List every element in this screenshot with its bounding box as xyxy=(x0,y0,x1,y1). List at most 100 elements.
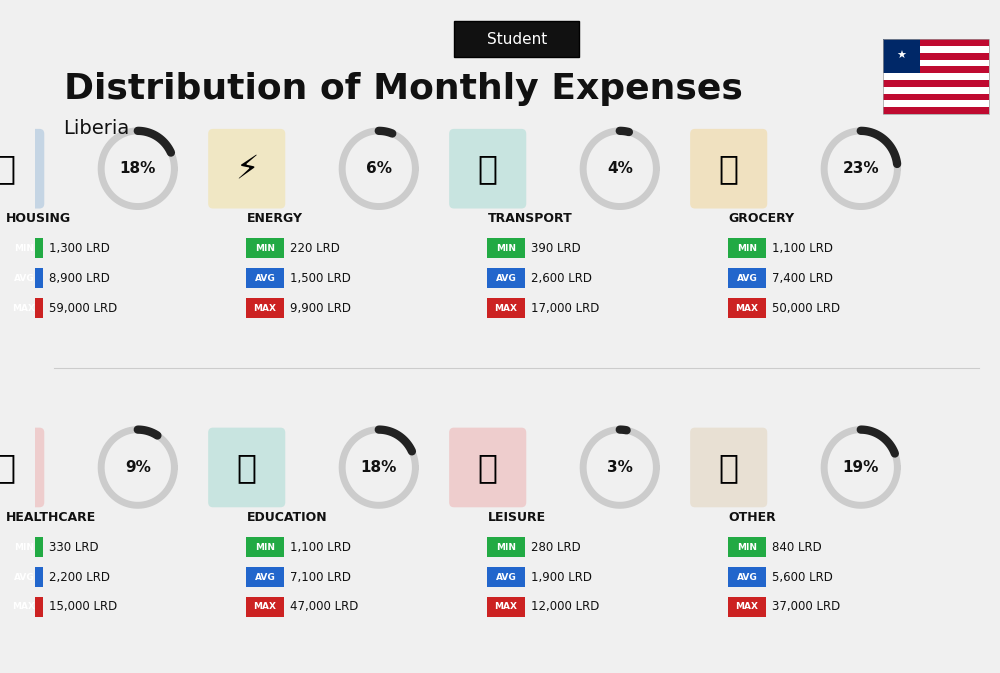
Text: 18%: 18% xyxy=(361,460,397,475)
FancyBboxPatch shape xyxy=(728,597,766,617)
Text: 2,200 LRD: 2,200 LRD xyxy=(49,571,110,583)
FancyBboxPatch shape xyxy=(728,567,766,587)
Text: 🎓: 🎓 xyxy=(237,451,257,484)
Text: MAX: MAX xyxy=(736,602,759,611)
FancyBboxPatch shape xyxy=(246,269,284,288)
Bar xyxy=(883,80,989,87)
Text: EDUCATION: EDUCATION xyxy=(247,511,327,524)
Text: MIN: MIN xyxy=(496,244,516,253)
Text: 23%: 23% xyxy=(842,162,879,176)
FancyBboxPatch shape xyxy=(246,298,284,318)
Text: AVG: AVG xyxy=(496,573,516,581)
Bar xyxy=(883,87,989,94)
Text: MIN: MIN xyxy=(737,244,757,253)
FancyBboxPatch shape xyxy=(208,129,285,209)
Bar xyxy=(883,67,989,73)
FancyBboxPatch shape xyxy=(5,238,43,258)
Bar xyxy=(883,52,989,60)
Text: Student: Student xyxy=(486,32,547,46)
Text: 💰: 💰 xyxy=(719,451,739,484)
FancyBboxPatch shape xyxy=(5,537,43,557)
Bar xyxy=(883,46,989,52)
FancyBboxPatch shape xyxy=(5,298,43,318)
FancyBboxPatch shape xyxy=(449,129,526,209)
Text: MAX: MAX xyxy=(13,602,36,611)
Text: 47,000 LRD: 47,000 LRD xyxy=(290,600,358,613)
Text: 390 LRD: 390 LRD xyxy=(531,242,581,255)
Text: 37,000 LRD: 37,000 LRD xyxy=(772,600,840,613)
Text: 840 LRD: 840 LRD xyxy=(772,540,822,554)
Text: 7,100 LRD: 7,100 LRD xyxy=(290,571,351,583)
Text: 59,000 LRD: 59,000 LRD xyxy=(49,302,117,314)
Text: 9%: 9% xyxy=(125,460,151,475)
Text: 1,100 LRD: 1,100 LRD xyxy=(290,540,351,554)
FancyBboxPatch shape xyxy=(0,427,44,507)
Text: TRANSPORT: TRANSPORT xyxy=(488,212,572,225)
Text: 1,100 LRD: 1,100 LRD xyxy=(772,242,833,255)
Text: OTHER: OTHER xyxy=(729,511,776,524)
Text: AVG: AVG xyxy=(255,573,275,581)
Text: MAX: MAX xyxy=(254,602,277,611)
Bar xyxy=(883,100,989,107)
Text: 220 LRD: 220 LRD xyxy=(290,242,340,255)
Text: 🛒: 🛒 xyxy=(719,152,739,185)
FancyBboxPatch shape xyxy=(487,298,525,318)
FancyBboxPatch shape xyxy=(487,269,525,288)
FancyBboxPatch shape xyxy=(5,567,43,587)
Text: 2,600 LRD: 2,600 LRD xyxy=(531,272,592,285)
Text: 🏢: 🏢 xyxy=(0,152,16,185)
Bar xyxy=(883,39,920,73)
Text: 50,000 LRD: 50,000 LRD xyxy=(772,302,840,314)
FancyBboxPatch shape xyxy=(246,567,284,587)
FancyBboxPatch shape xyxy=(728,298,766,318)
Text: Liberia: Liberia xyxy=(64,119,130,139)
FancyBboxPatch shape xyxy=(690,427,767,507)
Text: AVG: AVG xyxy=(737,573,757,581)
FancyBboxPatch shape xyxy=(728,238,766,258)
Bar xyxy=(883,107,989,114)
FancyBboxPatch shape xyxy=(246,597,284,617)
Text: AVG: AVG xyxy=(14,274,34,283)
Text: HEALTHCARE: HEALTHCARE xyxy=(6,511,96,524)
Text: 1,300 LRD: 1,300 LRD xyxy=(49,242,110,255)
Text: AVG: AVG xyxy=(255,274,275,283)
Text: 7,400 LRD: 7,400 LRD xyxy=(772,272,833,285)
Text: MIN: MIN xyxy=(496,542,516,552)
Bar xyxy=(883,60,989,67)
Text: AVG: AVG xyxy=(14,573,34,581)
Text: MAX: MAX xyxy=(254,304,277,313)
Text: ★: ★ xyxy=(896,51,906,61)
Text: Distribution of Monthly Expenses: Distribution of Monthly Expenses xyxy=(64,72,742,106)
Text: LEISURE: LEISURE xyxy=(488,511,546,524)
Text: 17,000 LRD: 17,000 LRD xyxy=(531,302,599,314)
Text: 3%: 3% xyxy=(607,460,633,475)
Text: MIN: MIN xyxy=(255,244,275,253)
FancyBboxPatch shape xyxy=(690,129,767,209)
Text: MAX: MAX xyxy=(495,304,518,313)
Text: 4%: 4% xyxy=(607,162,633,176)
Text: 🏥: 🏥 xyxy=(0,451,16,484)
FancyBboxPatch shape xyxy=(449,427,526,507)
Text: AVG: AVG xyxy=(496,274,516,283)
Text: 12,000 LRD: 12,000 LRD xyxy=(531,600,599,613)
Text: 18%: 18% xyxy=(120,162,156,176)
Text: 280 LRD: 280 LRD xyxy=(531,540,581,554)
Bar xyxy=(883,39,989,114)
Text: MIN: MIN xyxy=(14,244,34,253)
Bar xyxy=(883,39,989,46)
FancyBboxPatch shape xyxy=(487,567,525,587)
FancyBboxPatch shape xyxy=(0,129,44,209)
FancyBboxPatch shape xyxy=(728,269,766,288)
Text: MAX: MAX xyxy=(495,602,518,611)
FancyBboxPatch shape xyxy=(487,238,525,258)
Text: 1,500 LRD: 1,500 LRD xyxy=(290,272,351,285)
Text: 9,900 LRD: 9,900 LRD xyxy=(290,302,351,314)
Text: AVG: AVG xyxy=(737,274,757,283)
FancyBboxPatch shape xyxy=(246,537,284,557)
FancyBboxPatch shape xyxy=(728,537,766,557)
Text: MIN: MIN xyxy=(255,542,275,552)
FancyBboxPatch shape xyxy=(5,269,43,288)
Text: 6%: 6% xyxy=(366,162,392,176)
Bar xyxy=(883,73,989,80)
Text: GROCERY: GROCERY xyxy=(729,212,795,225)
